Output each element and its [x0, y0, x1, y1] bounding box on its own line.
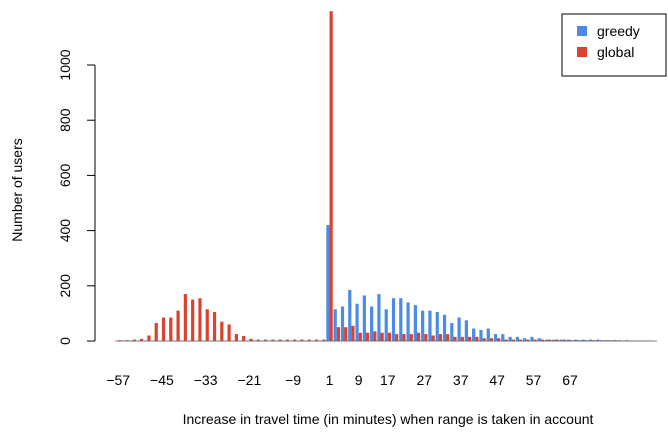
x-tick-label: −33 [194, 372, 218, 388]
bar-greedy [523, 338, 526, 341]
bar-global [235, 334, 238, 341]
bar-global [490, 338, 493, 341]
bar-global [147, 335, 150, 341]
bar-greedy [334, 309, 337, 341]
y-tick-label: 600 [57, 164, 73, 188]
bar-global [410, 334, 413, 341]
legend-swatch-greedy [577, 26, 587, 36]
y-tick-label: 400 [57, 219, 73, 243]
bar-global [242, 336, 245, 341]
bar-global [206, 309, 209, 341]
bar-greedy [355, 304, 358, 341]
bar-greedy [465, 320, 468, 341]
y-axis-title: Number of users [9, 138, 25, 241]
bar-global [388, 333, 391, 341]
bar-global [220, 322, 223, 341]
bar-global [184, 294, 187, 341]
bar-greedy [377, 294, 380, 341]
bar-greedy [341, 307, 344, 342]
x-axis-title: Increase in travel time (in minutes) whe… [183, 411, 594, 427]
x-tick-label: 67 [562, 372, 578, 388]
bar-greedy [479, 330, 482, 341]
x-tick-label: −21 [237, 372, 261, 388]
bar-global [344, 327, 347, 341]
bar-greedy [436, 312, 439, 341]
bar-global [169, 318, 172, 341]
bar-greedy [370, 307, 373, 342]
bar-greedy [399, 298, 402, 341]
bar-greedy [450, 323, 453, 341]
bar-greedy [458, 318, 461, 341]
bar-global [381, 333, 384, 341]
bar-global [402, 334, 405, 341]
x-tick-label: −45 [150, 372, 174, 388]
y-tick-label: 200 [57, 274, 73, 298]
x-axis-tick-labels: −57 −45 −33 −21 −9 1 9 17 27 37 47 57 67 [106, 372, 578, 388]
bar-global [424, 334, 427, 341]
bar-global [213, 312, 216, 341]
bar-global [453, 337, 456, 341]
bar-greedy [443, 315, 446, 341]
bar-global [468, 337, 471, 341]
x-tick-label: −9 [285, 372, 301, 388]
bar-greedy [501, 334, 504, 341]
bar-global [176, 311, 179, 341]
bar-global [373, 331, 376, 341]
bar-greedy [414, 305, 417, 341]
bar-greedy [326, 225, 329, 341]
x-tick-label: 17 [380, 372, 396, 388]
bar-global [337, 327, 340, 341]
bar-greedy [509, 337, 512, 341]
y-axis: 0 200 400 600 800 1000 [57, 49, 95, 345]
bar-greedy [428, 311, 431, 341]
bar-global [395, 334, 398, 341]
y-tick-label: 0 [57, 337, 73, 345]
legend-label-global: global [597, 44, 634, 60]
x-tick-label: 47 [489, 372, 505, 388]
bar-greedy [348, 290, 351, 341]
x-tick-label: 37 [453, 372, 469, 388]
x-tick-label: 27 [416, 372, 432, 388]
bar-greedy [385, 309, 388, 341]
x-tick-label: 1 [326, 372, 334, 388]
bar-global [351, 326, 354, 341]
bar-greedy [363, 295, 366, 341]
x-tick-label: 57 [526, 372, 542, 388]
bar-greedy [516, 337, 519, 341]
bar-global [155, 323, 158, 341]
bar-global [162, 318, 165, 341]
bar-greedy [530, 337, 533, 341]
bar-global [359, 333, 362, 341]
bar-greedy [487, 329, 490, 341]
x-tick-label: −57 [106, 372, 130, 388]
bar-greedy [392, 298, 395, 341]
bar-global [191, 300, 194, 341]
bar-global [439, 334, 442, 341]
legend: greedy global [562, 14, 666, 76]
legend-label-greedy: greedy [597, 23, 640, 39]
bar-global [198, 298, 201, 341]
bar-global [461, 337, 464, 341]
bar-global [330, 11, 333, 341]
bar-global [483, 338, 486, 341]
bar-global [366, 333, 369, 341]
bar-greedy [472, 329, 475, 341]
bar-greedy [538, 338, 541, 341]
bar-global [228, 324, 231, 341]
bar-greedy [494, 334, 497, 341]
bar-global [475, 337, 478, 341]
y-tick-label: 800 [57, 108, 73, 132]
y-tick-label: 1000 [57, 49, 73, 80]
x-tick-label: 9 [355, 372, 363, 388]
bar-greedy [421, 311, 424, 341]
bar-global [446, 334, 449, 341]
legend-swatch-global [577, 47, 587, 57]
bar-global [497, 338, 500, 341]
bar-global [417, 333, 420, 341]
bar-global [432, 335, 435, 341]
bar-greedy [406, 302, 409, 341]
